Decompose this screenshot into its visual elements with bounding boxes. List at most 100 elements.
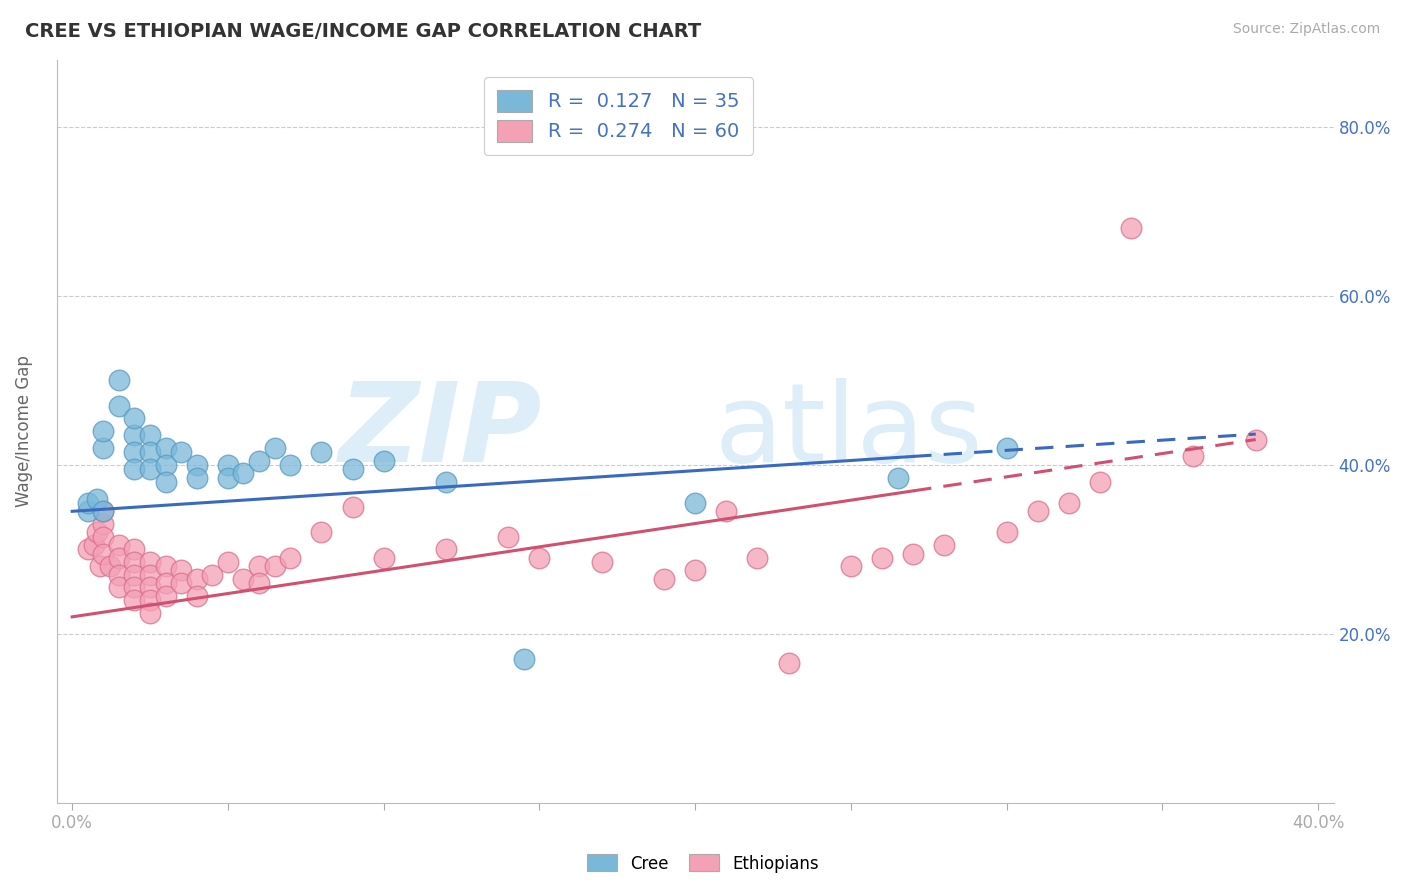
Point xyxy=(139,445,162,459)
Legend: R =  0.127   N = 35, R =  0.274   N = 60: R = 0.127 N = 35, R = 0.274 N = 60 xyxy=(484,77,754,155)
Point xyxy=(342,500,364,514)
Point xyxy=(186,470,208,484)
Point xyxy=(124,542,146,557)
Point xyxy=(591,555,613,569)
Point xyxy=(108,567,131,582)
Point xyxy=(170,445,193,459)
Point xyxy=(139,462,162,476)
Point xyxy=(186,458,208,472)
Point xyxy=(373,453,395,467)
Point xyxy=(217,470,239,484)
Point xyxy=(1121,221,1143,235)
Point xyxy=(124,411,146,425)
Text: atlas: atlas xyxy=(714,377,983,484)
Point xyxy=(155,589,177,603)
Point xyxy=(91,424,114,438)
Point xyxy=(1182,450,1205,464)
Point xyxy=(247,453,270,467)
Point xyxy=(778,657,800,671)
Point xyxy=(201,567,224,582)
Point xyxy=(124,580,146,594)
Point xyxy=(139,606,162,620)
Point xyxy=(1026,504,1049,518)
Legend: Cree, Ethiopians: Cree, Ethiopians xyxy=(581,847,825,880)
Point xyxy=(247,559,270,574)
Point xyxy=(995,441,1018,455)
Point xyxy=(155,559,177,574)
Point xyxy=(263,559,285,574)
Text: Source: ZipAtlas.com: Source: ZipAtlas.com xyxy=(1233,22,1381,37)
Point xyxy=(108,538,131,552)
Point xyxy=(1057,496,1080,510)
Point xyxy=(83,538,105,552)
Point xyxy=(91,504,114,518)
Point xyxy=(716,504,738,518)
Point xyxy=(91,530,114,544)
Point xyxy=(155,441,177,455)
Point xyxy=(89,559,111,574)
Point xyxy=(124,428,146,442)
Y-axis label: Wage/Income Gap: Wage/Income Gap xyxy=(15,355,32,507)
Point xyxy=(217,555,239,569)
Point xyxy=(247,576,270,591)
Point xyxy=(186,572,208,586)
Point xyxy=(91,516,114,531)
Point xyxy=(91,441,114,455)
Point xyxy=(170,576,193,591)
Point xyxy=(278,458,301,472)
Point xyxy=(124,555,146,569)
Point xyxy=(124,593,146,607)
Point xyxy=(139,593,162,607)
Point xyxy=(278,550,301,565)
Point xyxy=(91,547,114,561)
Point xyxy=(139,567,162,582)
Point xyxy=(139,428,162,442)
Point xyxy=(155,475,177,489)
Text: ZIP: ZIP xyxy=(339,377,541,484)
Point xyxy=(311,445,333,459)
Point xyxy=(232,572,254,586)
Point xyxy=(124,462,146,476)
Point xyxy=(342,462,364,476)
Point xyxy=(934,538,956,552)
Point xyxy=(901,547,924,561)
Point xyxy=(1244,433,1267,447)
Point xyxy=(1088,475,1111,489)
Point xyxy=(124,445,146,459)
Point xyxy=(839,559,862,574)
Point xyxy=(139,580,162,594)
Point xyxy=(995,525,1018,540)
Point xyxy=(232,467,254,481)
Point xyxy=(886,470,908,484)
Point xyxy=(870,550,893,565)
Point xyxy=(186,589,208,603)
Point xyxy=(434,475,457,489)
Point xyxy=(139,555,162,569)
Point xyxy=(683,563,706,577)
Point xyxy=(76,496,98,510)
Point xyxy=(86,491,108,506)
Point xyxy=(434,542,457,557)
Point xyxy=(124,567,146,582)
Point xyxy=(311,525,333,540)
Point xyxy=(155,458,177,472)
Point xyxy=(155,576,177,591)
Point xyxy=(652,572,675,586)
Point xyxy=(263,441,285,455)
Point xyxy=(496,530,519,544)
Point xyxy=(76,542,98,557)
Point xyxy=(76,504,98,518)
Point xyxy=(86,525,108,540)
Point xyxy=(683,496,706,510)
Point xyxy=(170,563,193,577)
Point xyxy=(747,550,769,565)
Point xyxy=(91,504,114,518)
Point xyxy=(108,550,131,565)
Text: CREE VS ETHIOPIAN WAGE/INCOME GAP CORRELATION CHART: CREE VS ETHIOPIAN WAGE/INCOME GAP CORREL… xyxy=(25,22,702,41)
Point xyxy=(529,550,551,565)
Point xyxy=(98,559,121,574)
Point xyxy=(108,580,131,594)
Point xyxy=(373,550,395,565)
Point xyxy=(108,399,131,413)
Point xyxy=(217,458,239,472)
